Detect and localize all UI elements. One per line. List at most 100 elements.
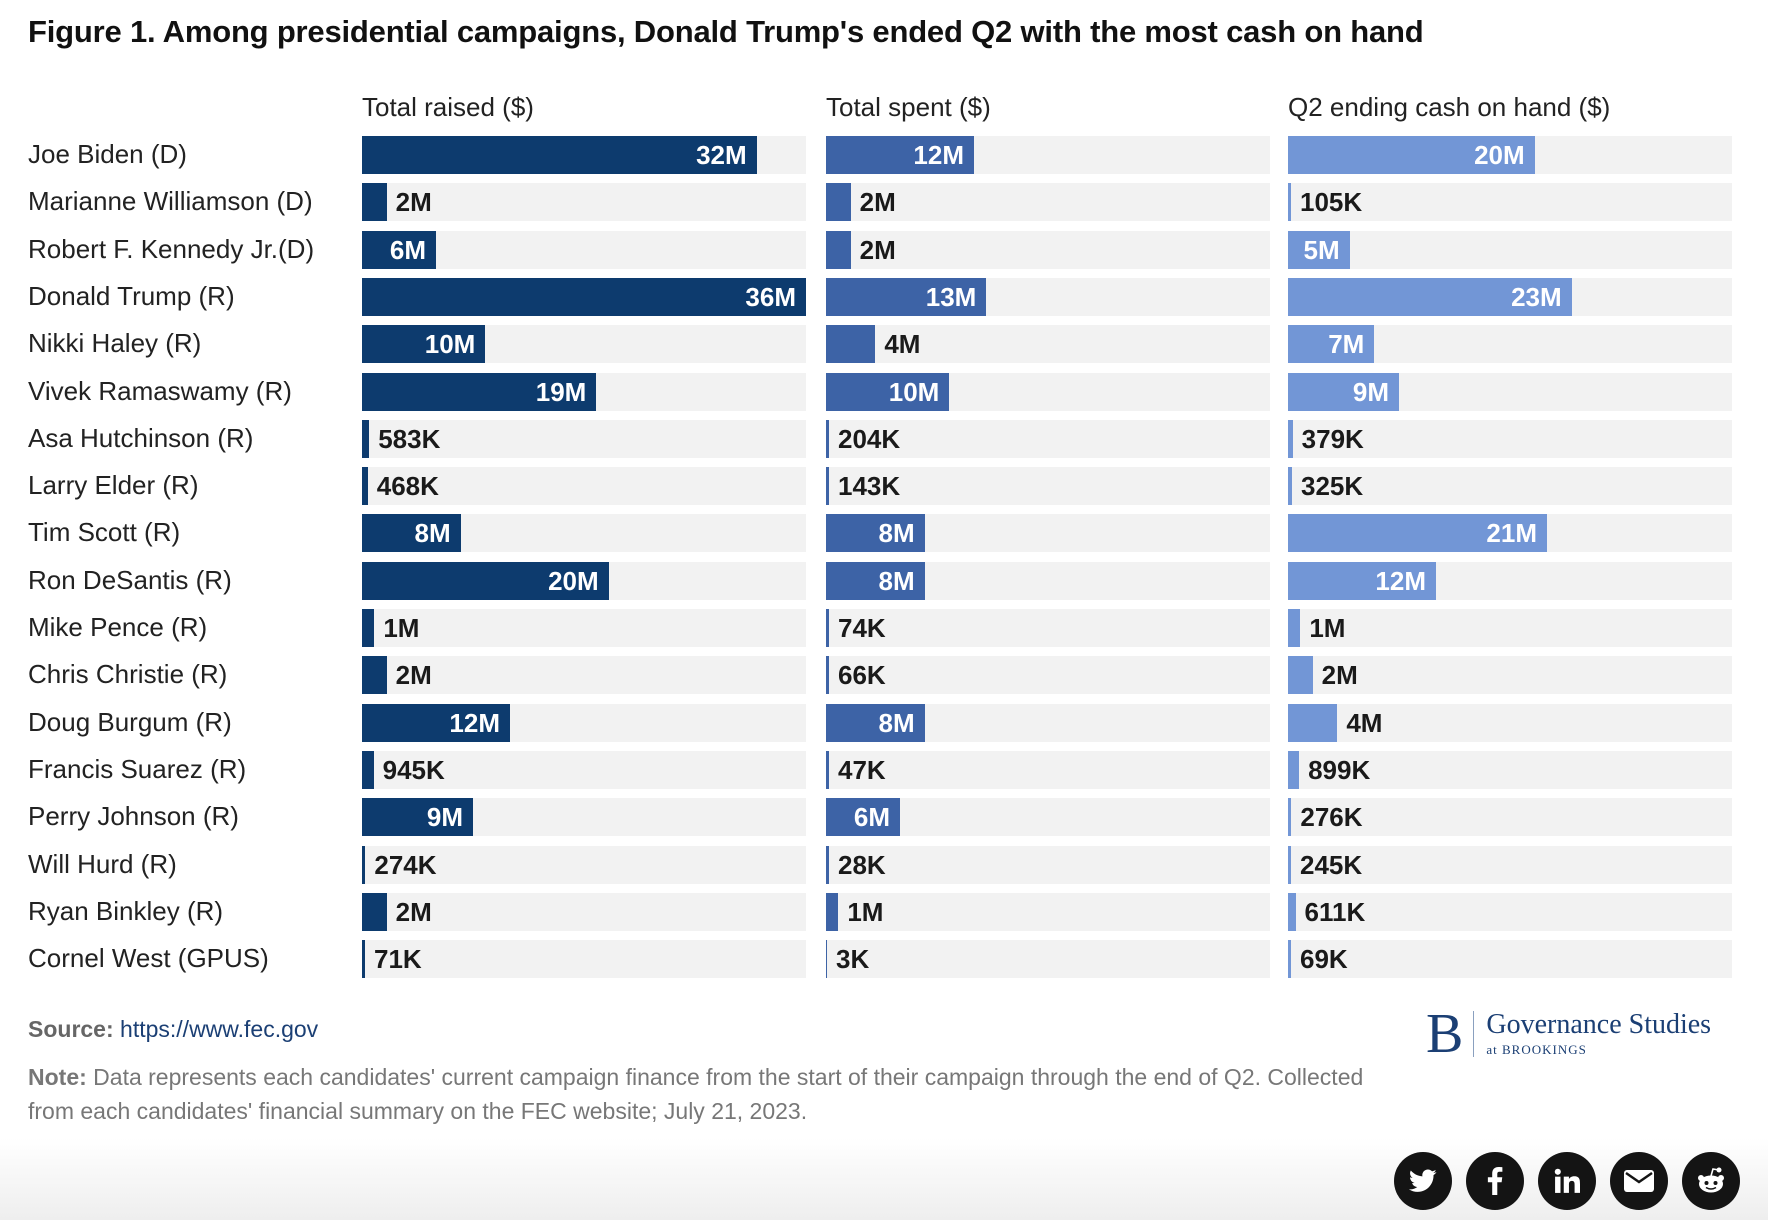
data-label-raised: 2M: [395, 660, 432, 691]
bar-raised: [362, 183, 387, 222]
bar-raised: [362, 230, 436, 269]
data-label-raised: 2M: [395, 187, 432, 218]
bar-spent: [826, 845, 829, 884]
bar-cash: [1288, 467, 1292, 506]
note-text: Data represents each candidates' current…: [28, 1064, 1364, 1124]
bar-track-spent: 3K: [826, 940, 1270, 979]
bar-track-raised: 468K: [362, 467, 806, 506]
bar-track-cash: 379K: [1288, 419, 1732, 458]
bar-track-spent: 2M: [826, 230, 1270, 269]
data-label-raised: 274K: [374, 849, 437, 880]
logo-divider: [1473, 1011, 1475, 1057]
logo-sub-text: at BROOKINGS: [1486, 1042, 1587, 1057]
bar-track-raised: 8M: [362, 514, 806, 553]
data-label-raised: 6M: [389, 234, 426, 265]
linkedin-icon: [1554, 1168, 1580, 1193]
data-label-cash: 23M: [1511, 281, 1562, 312]
row-label: Ryan Binkley (R): [28, 895, 224, 926]
bar-track-raised: 6M: [362, 230, 806, 269]
bar-spent: [826, 703, 925, 742]
column-header-cash: Q2 ending cash on hand ($): [1288, 92, 1611, 122]
bar-cash: [1288, 325, 1375, 364]
twitter-share-button[interactable]: [1394, 1152, 1452, 1210]
bar-track-spent: 12M: [826, 136, 1270, 174]
source-link[interactable]: https://www.fec.gov: [120, 1016, 319, 1042]
bar-raised: [362, 325, 486, 364]
chart-title: Figure 1. Among presidential campaigns, …: [28, 14, 1424, 49]
row-label: Francis Suarez (R): [28, 753, 247, 784]
bar-spent: [826, 609, 829, 647]
row-label: Mike Pence (R): [28, 612, 208, 642]
row-label: Nikki Haley (R): [28, 328, 202, 359]
bar-track-cash: 21M: [1288, 514, 1732, 553]
bar-track-cash: 1M: [1288, 609, 1732, 647]
bar-raised: [362, 845, 366, 884]
row-label: Donald Trump (R): [28, 280, 235, 311]
reddit-share-button[interactable]: [1682, 1152, 1740, 1210]
data-label-spent: 66K: [838, 660, 886, 691]
bar-track-raised: 945K: [362, 750, 806, 789]
bar-spent: [826, 372, 950, 411]
data-label-cash: 611K: [1304, 896, 1366, 927]
data-label-spent: 28K: [838, 849, 886, 880]
row-label: Doug Burgum (R): [28, 706, 232, 737]
data-label-raised: 9M: [426, 802, 463, 833]
bar-cash: [1288, 136, 1535, 174]
bar-cash: [1288, 798, 1292, 837]
data-label-spent: 143K: [838, 471, 901, 502]
row-label: Perry Johnson (R): [28, 801, 239, 832]
facebook-icon: [1487, 1167, 1503, 1195]
bar-track-spent: 28K: [826, 845, 1270, 884]
data-label-raised: 1M: [383, 613, 420, 643]
bar-track-spent: 13M: [826, 277, 1270, 316]
bar-track-spent: 6M: [826, 798, 1270, 837]
data-label-raised: 468K: [376, 471, 439, 502]
bar-spent: [826, 798, 900, 837]
bar-track-spent: 66K: [826, 656, 1270, 695]
brookings-logo[interactable]: B Governance Studies at BROOKINGS: [1426, 1006, 1711, 1062]
bar-spent: [826, 136, 974, 174]
bar-track-spent: 8M: [826, 514, 1270, 553]
bar-track-spent: 74K: [826, 609, 1270, 647]
facebook-share-button[interactable]: [1466, 1152, 1524, 1210]
bar-track-raised: 36M: [362, 277, 806, 316]
bar-track-cash: 276K: [1288, 798, 1732, 837]
data-label-spent: 2M: [859, 187, 896, 218]
data-label-spent: 8M: [878, 707, 915, 738]
bar-track-cash: 325K: [1288, 467, 1732, 506]
data-label-cash: 12M: [1375, 565, 1426, 596]
bar-track-raised: 9M: [362, 798, 806, 837]
bar-track-raised: 32M: [362, 136, 806, 174]
bar-track-raised: 12M: [362, 703, 806, 742]
bar-track-spent: 10M: [826, 372, 1270, 411]
data-label-raised: 32M: [696, 140, 747, 170]
bar-cash: [1288, 230, 1350, 269]
bar-track-raised: 274K: [362, 845, 806, 884]
bar-raised: [362, 372, 597, 411]
linkedin-share-button[interactable]: [1538, 1152, 1596, 1210]
bar-track-cash: 611K: [1288, 892, 1732, 931]
bar-track-cash: 899K: [1288, 750, 1732, 789]
bar-raised: [362, 136, 757, 174]
note-label: Note:: [28, 1064, 87, 1090]
bar-raised: [362, 656, 387, 695]
row-label: Cornel West (GPUS): [28, 943, 269, 974]
data-label-cash: 1M: [1309, 613, 1346, 643]
bar-track-cash: 9M: [1288, 372, 1732, 411]
data-label-spent: 8M: [878, 518, 915, 549]
data-label-spent: 13M: [925, 281, 977, 312]
data-label-raised: 583K: [378, 423, 441, 454]
data-label-spent: 2M: [859, 234, 896, 265]
bar-track-cash: 23M: [1288, 277, 1732, 316]
source-label: Source:: [28, 1016, 114, 1042]
row-label: Robert F. Kennedy Jr.(D): [28, 233, 315, 264]
bar-spent: [826, 514, 925, 553]
row-label: Joe Biden (D): [28, 139, 187, 169]
bar-raised: [362, 561, 609, 600]
data-label-cash: 245K: [1300, 849, 1363, 880]
data-label-spent: 10M: [888, 376, 940, 407]
bar-cash: [1288, 656, 1313, 695]
bar-track-cash: 245K: [1288, 845, 1732, 884]
data-label-raised: 20M: [548, 565, 599, 596]
email-share-button[interactable]: [1610, 1152, 1668, 1210]
